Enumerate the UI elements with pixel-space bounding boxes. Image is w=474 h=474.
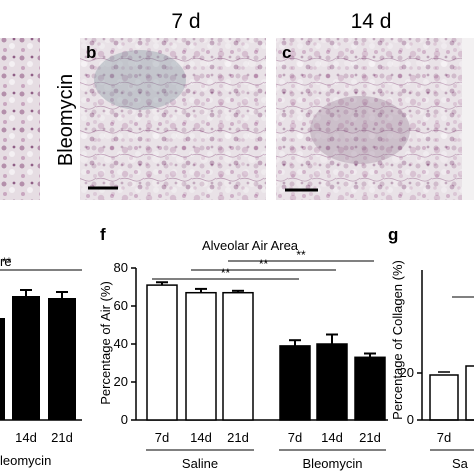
- x-tick-label-4: 14d: [321, 430, 343, 445]
- panel-f-x-ticks: 7d 14d 21d 7d 14d 21d Saline Bleomycin: [146, 430, 386, 471]
- x-tick-label-3: 7d: [288, 430, 302, 445]
- micrograph-row: 7 d 14 d Bleomycin b c: [0, 10, 474, 200]
- panel-f-chart: f Alveolar Air Area Percentage of Air (%…: [98, 225, 388, 471]
- y-axis-label: Percentage of Air (%): [98, 281, 113, 405]
- left-group-fragment: leomycin: [0, 453, 51, 468]
- x-tick-label-5: 21d: [359, 430, 381, 445]
- y-tick-label-0: 0: [121, 412, 128, 427]
- x-tick-label-0: 7d: [155, 430, 169, 445]
- column-label-14d: 14 d: [351, 10, 392, 33]
- y-tick-label-80: 80: [114, 260, 128, 275]
- x-tick-label-1: 14d: [190, 430, 212, 445]
- g-y-axis-label: Percentage of Collagen (%): [390, 260, 405, 420]
- row-label-bleomycin: Bleomycin: [55, 74, 77, 166]
- sig-label-0: **: [221, 266, 231, 280]
- g-tick-label-20: 20: [400, 365, 414, 380]
- panel-letter-b: b: [86, 43, 96, 62]
- group-label-1: Bleomycin: [303, 456, 363, 471]
- g-group-fragment: Sa: [452, 456, 469, 471]
- panel-f-bars: [146, 281, 386, 421]
- left-tick-14d: 14d: [15, 430, 37, 445]
- x-tick-label-2: 21d: [227, 430, 249, 445]
- panel-g-partial: g Percentage of Collagen (%) 0 20 7d Sa: [388, 225, 474, 471]
- fibrotic-region-c: [310, 96, 410, 164]
- micrograph-right-partial: [462, 38, 474, 200]
- column-label-7d: 7 d: [171, 10, 200, 33]
- left-bar-7d: [0, 318, 5, 420]
- left-bar-21d: [48, 298, 76, 420]
- left-panel-title-fragment: re: [0, 254, 12, 269]
- left-significance-label: **: [2, 255, 12, 269]
- bar-4: [316, 343, 348, 421]
- chart-title: Alveolar Air Area: [202, 238, 299, 253]
- panel-letter-c: c: [282, 43, 291, 62]
- panel-letter-f: f: [100, 225, 106, 244]
- g-tick-label-0: 0: [407, 412, 414, 427]
- bar-1: [185, 291, 217, 421]
- micrograph-left-partial: [0, 38, 40, 200]
- y-tick-label-20: 20: [114, 374, 128, 389]
- y-tick-label-60: 60: [114, 298, 128, 313]
- g-tick-7d: 7d: [437, 430, 451, 445]
- g-bar-14d-partial: [465, 365, 474, 421]
- panel-f-axes: 0 20 40 60 80: [114, 260, 388, 427]
- g-bar-7d: [429, 374, 459, 421]
- bar-5: [354, 356, 386, 421]
- micrograph-b-overlay: [80, 38, 266, 200]
- y-tick-label-40: 40: [114, 336, 128, 351]
- sig-label-2: **: [296, 248, 306, 262]
- bar-2: [222, 291, 254, 421]
- bar-0: [146, 284, 178, 421]
- sig-label-1: **: [259, 257, 269, 271]
- group-label-0: Saline: [182, 456, 218, 471]
- fibrotic-region-b: [94, 50, 186, 110]
- panel-letter-g: g: [388, 225, 398, 244]
- micrograph-c-overlay: [276, 38, 462, 200]
- left-panel-partial: re ** 14d 21d leomycin: [0, 254, 82, 468]
- left-tick-21d: 21d: [51, 430, 73, 445]
- panel-f-significance: ** ** **: [152, 248, 374, 280]
- left-bar-14d: [12, 296, 40, 420]
- bar-3: [279, 345, 311, 421]
